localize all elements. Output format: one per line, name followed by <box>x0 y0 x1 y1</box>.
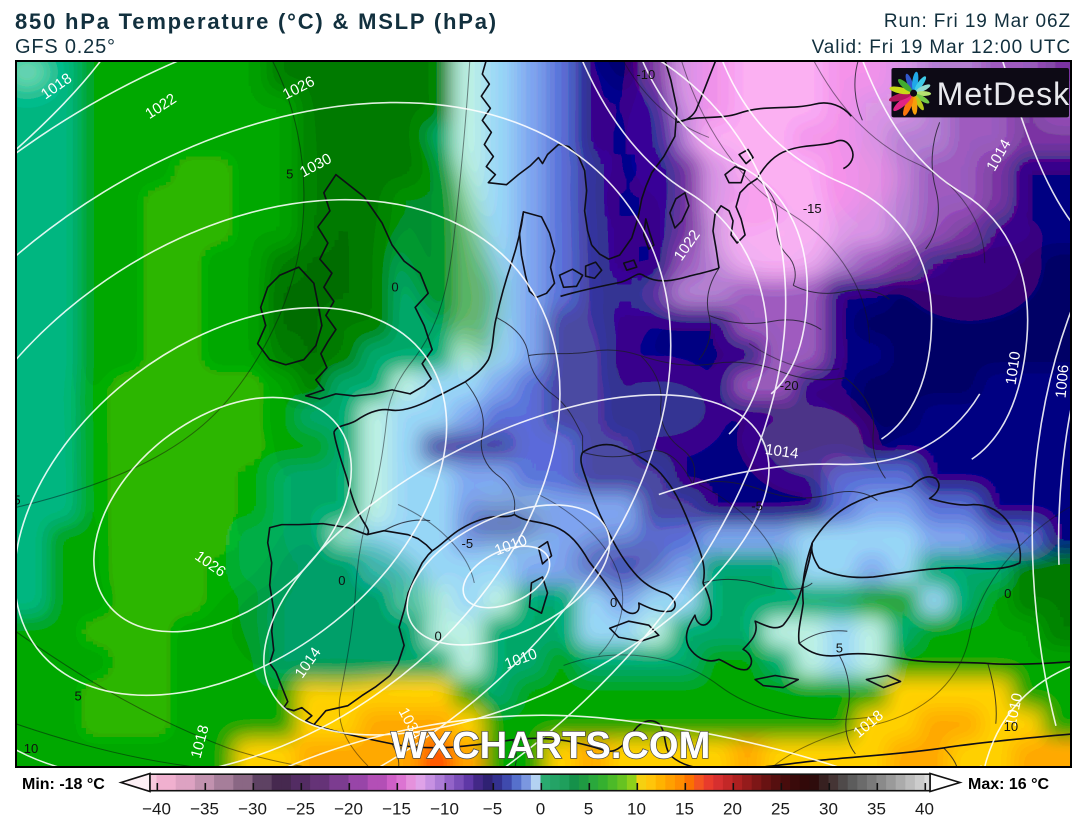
svg-text:-10: -10 <box>636 67 655 82</box>
svg-text:0: 0 <box>1004 586 1011 601</box>
svg-text:Max: 16 °C: Max: 16 °C <box>968 776 1050 793</box>
svg-text:0: 0 <box>610 595 617 610</box>
svg-text:MetDesk: MetDesk <box>937 76 1070 112</box>
svg-text:10: 10 <box>627 800 646 819</box>
svg-text:-5: -5 <box>461 536 473 551</box>
svg-text:10: 10 <box>24 741 38 756</box>
svg-text:30: 30 <box>819 800 838 819</box>
svg-text:−40: −40 <box>142 800 171 819</box>
svg-text:5: 5 <box>584 800 593 819</box>
svg-text:20: 20 <box>723 800 742 819</box>
svg-text:5: 5 <box>17 492 21 507</box>
svg-text:−10: −10 <box>430 800 459 819</box>
svg-text:1010: 1010 <box>1003 350 1024 386</box>
svg-text:0: 0 <box>338 573 345 588</box>
svg-text:WXCHARTS.COM: WXCHARTS.COM <box>391 724 711 766</box>
svg-text:35: 35 <box>867 800 886 819</box>
svg-text:5: 5 <box>836 640 843 655</box>
svg-text:5: 5 <box>75 689 82 704</box>
svg-text:1014: 1014 <box>764 441 799 463</box>
svg-text:0: 0 <box>391 279 398 294</box>
svg-text:Min: -18 °C: Min: -18 °C <box>22 776 105 793</box>
svg-text:5: 5 <box>286 167 293 182</box>
svg-text:10: 10 <box>1004 719 1018 734</box>
svg-text:1010: 1010 <box>1003 692 1027 728</box>
svg-text:−25: −25 <box>286 800 315 819</box>
svg-text:−20: −20 <box>334 800 363 819</box>
svg-text:-15: -15 <box>803 201 822 216</box>
svg-text:−35: −35 <box>190 800 219 819</box>
svg-text:-20: -20 <box>780 378 799 393</box>
svg-text:−15: −15 <box>382 800 411 819</box>
svg-text:0: 0 <box>536 800 545 819</box>
svg-text:−5: −5 <box>483 800 502 819</box>
svg-text:−30: −30 <box>238 800 267 819</box>
svg-text:-5: -5 <box>751 499 763 514</box>
svg-text:40: 40 <box>915 800 934 819</box>
svg-text:25: 25 <box>771 800 790 819</box>
svg-text:15: 15 <box>675 800 694 819</box>
svg-text:1006: 1006 <box>1053 364 1070 399</box>
svg-text:0: 0 <box>435 628 442 643</box>
